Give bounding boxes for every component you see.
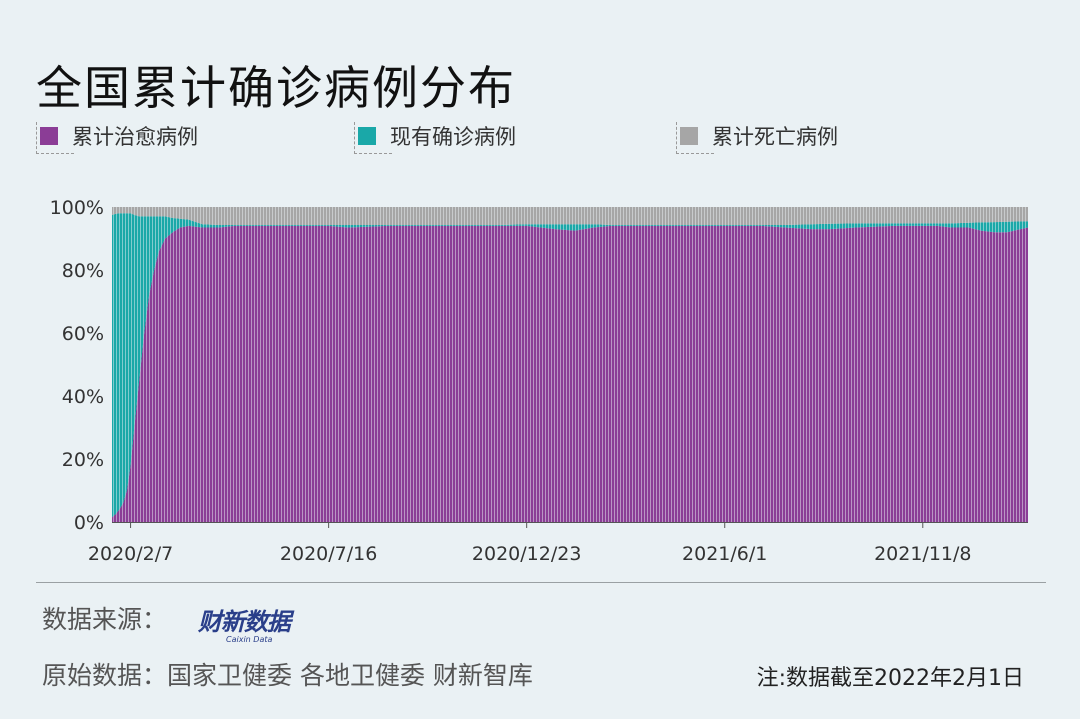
legend-swatch-deaths <box>680 127 698 145</box>
x-tick-label: 2020/12/23 <box>472 543 582 565</box>
original-data-line: 原始数据：国家卫健委 各地卫健委 财新智库 <box>42 656 533 692</box>
y-tick-label: 80% <box>62 260 104 282</box>
original-data-sources: 国家卫健委 各地卫健委 财新智库 <box>167 661 533 690</box>
logo-text: 财新数据 <box>198 608 291 636</box>
legend-swatch-active <box>358 127 376 145</box>
original-data-label: 原始数据： <box>42 661 168 690</box>
area-series-3 <box>112 207 1028 225</box>
x-tick-label: 2020/2/7 <box>88 543 173 565</box>
source-label: 数据来源： <box>42 605 168 634</box>
caixin-data-logo: 财新数据 Caixin Data <box>198 602 308 644</box>
legend-item-deaths: 累计死亡病例 <box>676 118 838 154</box>
legend-item-cured: 累计治愈病例 <box>36 118 198 154</box>
area-series-1 <box>112 225 1028 522</box>
legend-label-cured: 累计治愈病例 <box>72 125 198 149</box>
x-tick-label: 2021/11/8 <box>874 543 971 565</box>
legend-label-active: 现有确诊病例 <box>390 125 516 149</box>
chart-title: 全国累计确诊病例分布 <box>36 61 516 115</box>
x-tick-label: 2020/7/16 <box>280 543 377 565</box>
data-cutoff-note: 注:数据截至2022年2月1日 <box>756 666 1024 691</box>
legend-label-deaths: 累计死亡病例 <box>712 125 838 149</box>
y-tick-label: 60% <box>62 323 104 345</box>
bar-texture <box>113 207 1026 522</box>
stacked-area-chart: 0% 20% 40% 60% 80% 100% 2020/2/7 2020/7/16 2020/… <box>50 197 1028 565</box>
footer-divider <box>36 582 1046 583</box>
legend-item-active: 现有确诊病例 <box>354 118 516 154</box>
legend-swatch-cured <box>40 127 58 145</box>
logo-subtext: Caixin Data <box>226 635 273 644</box>
y-tick-label: 40% <box>62 386 104 408</box>
x-tick-label: 2021/6/1 <box>682 543 767 565</box>
y-tick-label: 100% <box>50 197 104 219</box>
y-tick-label: 20% <box>62 449 104 471</box>
y-tick-label: 0% <box>74 512 104 534</box>
